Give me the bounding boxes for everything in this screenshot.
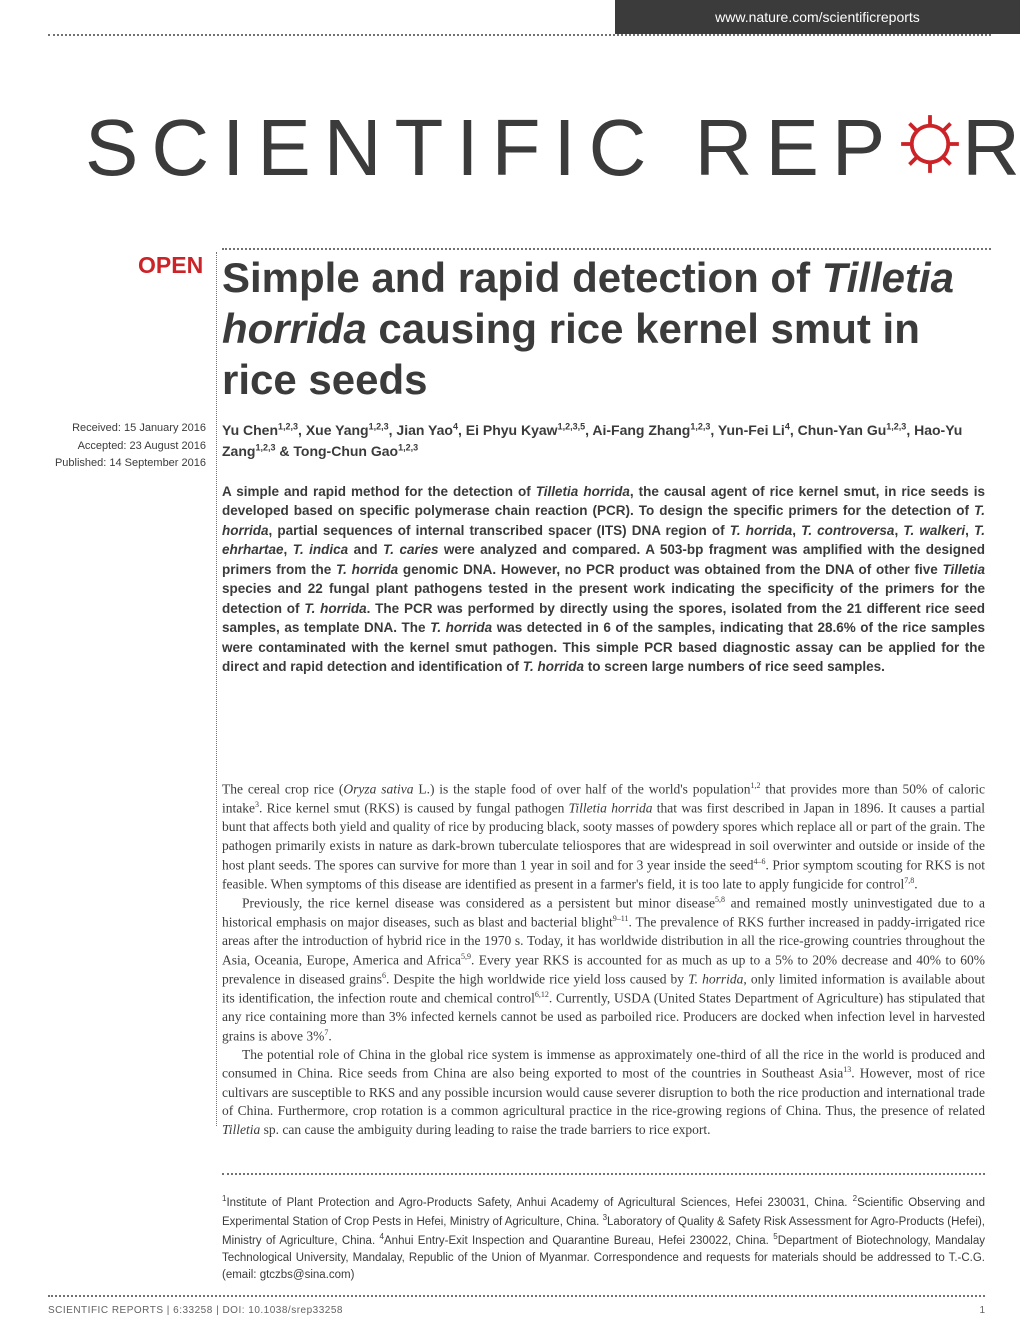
received-date: Received: 15 January 2016 <box>48 420 206 438</box>
article-meta: Received: 15 January 2016 Accepted: 23 A… <box>48 420 206 473</box>
article-body: The cereal crop rice (Oryza sativa L.) i… <box>222 780 985 1139</box>
article-title: Simple and rapid detection of Tilletia h… <box>222 252 985 406</box>
header-divider <box>48 34 991 36</box>
vertical-divider <box>216 252 217 1126</box>
journal-name: SCIENTIFIC REP RTS <box>85 100 980 195</box>
body-paragraph-1: The cereal crop rice (Oryza sativa L.) i… <box>222 780 985 894</box>
journal-logo: SCIENTIFIC REP RTS <box>85 100 980 195</box>
header-url[interactable]: www.nature.com/scientificreports <box>715 9 920 25</box>
footer-page-number: 1 <box>979 1305 985 1316</box>
title-divider <box>222 248 991 250</box>
body-paragraph-3: The potential role of China in the globa… <box>222 1046 985 1140</box>
header-url-bar: www.nature.com/scientificreports <box>615 0 1020 34</box>
gear-icon <box>892 106 968 201</box>
article-abstract: A simple and rapid method for the detect… <box>222 482 985 676</box>
article-affiliations: 1Institute of Plant Protection and Agro-… <box>222 1173 985 1285</box>
page-footer: SCIENTIFIC REPORTS | 6:33258 | DOI: 10.1… <box>48 1295 985 1316</box>
accepted-date: Accepted: 23 August 2016 <box>48 438 206 456</box>
article-authors: Yu Chen1,2,3, Xue Yang1,2,3, Jian Yao4, … <box>222 420 985 462</box>
body-paragraph-2: Previously, the rice kernel disease was … <box>222 894 985 1046</box>
footer-citation: SCIENTIFIC REPORTS | 6:33258 | DOI: 10.1… <box>48 1305 343 1316</box>
published-date: Published: 14 September 2016 <box>48 455 206 473</box>
open-access-badge: OPEN <box>138 252 203 279</box>
